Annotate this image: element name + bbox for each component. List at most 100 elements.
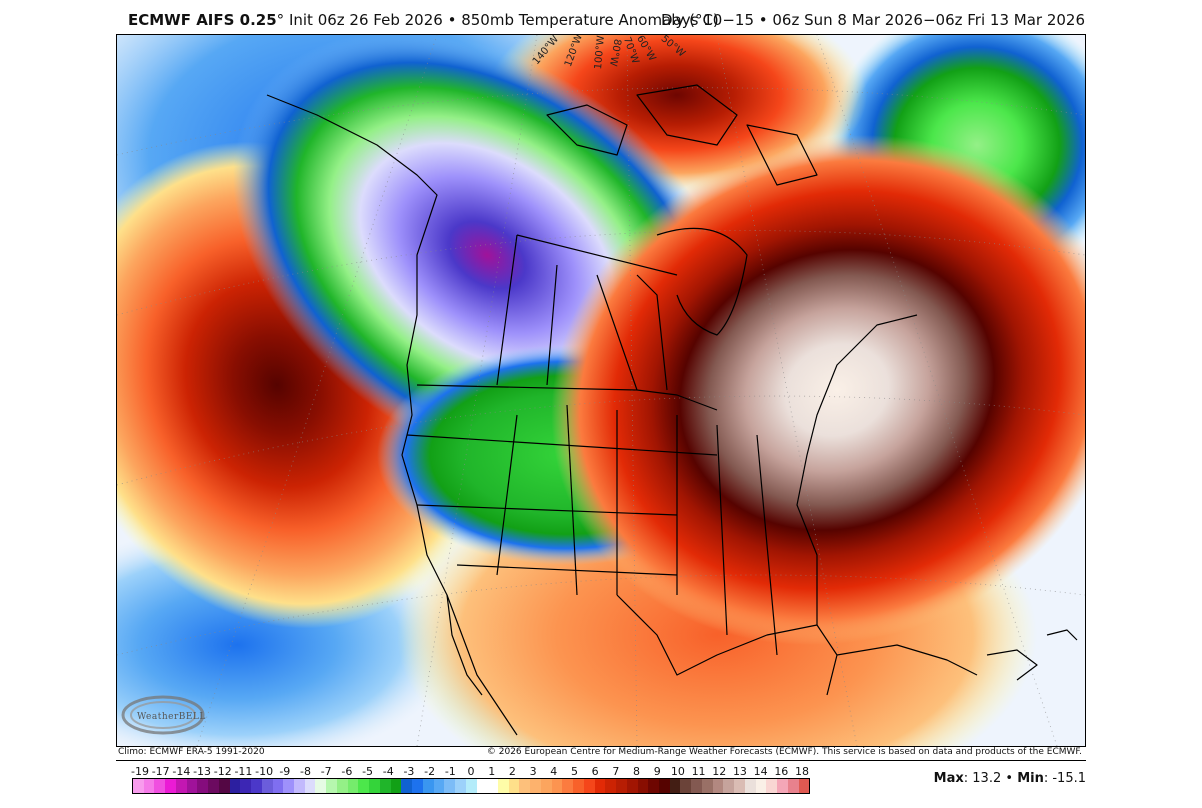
colorbar-swatch (583, 779, 595, 793)
colorbar-swatch (540, 779, 552, 793)
colorbar-swatch (465, 779, 477, 793)
model-name: ECMWF AIFS 0.25 (128, 11, 277, 29)
colorbar-swatch (229, 779, 241, 793)
colorbar-swatch (175, 779, 187, 793)
footer-divider (116, 760, 1086, 761)
colorbar-swatch (444, 779, 456, 793)
colorbar-swatch (637, 779, 649, 793)
colorbar-tick-label: -13 (193, 765, 212, 778)
colorbar-swatch (519, 779, 531, 793)
colorbar-labels: -19 -17 -14 -13 -12 -11 -10 -9 -8 -7 -6 -5 -4 -3 -2 -1 0… (131, 765, 810, 778)
colorbar-tick-label: 2 (508, 765, 516, 778)
colorbar-swatch (658, 779, 670, 793)
colorbar-swatch (508, 779, 520, 793)
colorbar-tick-label: -4 (382, 765, 394, 778)
colorbar-swatch (186, 779, 198, 793)
colorbar-swatch (283, 779, 295, 793)
colorbar-tick-label: 7 (612, 765, 620, 778)
colorbar-swatch (777, 779, 788, 793)
min-value: -15.1 (1052, 771, 1086, 786)
chart-title: ECMWF AIFS 0.25° Init 06z 26 Feb 2026 • … (128, 11, 719, 29)
colorbar-tick-label: -14 (172, 765, 191, 778)
watermark: WeatherBELL (123, 697, 205, 741)
product-name: 850mb Temperature Anomaly (°C) (461, 11, 719, 29)
colorbar-swatch (626, 779, 638, 793)
colorbar-swatch (261, 779, 273, 793)
colorbar-swatch (218, 779, 230, 793)
colorbar-swatch (530, 779, 541, 793)
colorbar-tick-label: -1 (444, 765, 456, 778)
degree-symbol: ° (276, 11, 285, 29)
colorbar-swatch (208, 779, 219, 793)
title-separator: • (447, 11, 457, 29)
colorbar-tick-label: 6 (591, 765, 599, 778)
colorbar-swatch (669, 779, 681, 793)
colorbar-tick-label: 9 (653, 765, 661, 778)
colorbar-swatch (562, 779, 574, 793)
colorbar-tick-label: 13 (732, 765, 747, 778)
colorbar-swatch (691, 779, 702, 793)
colorbar-swatch (455, 779, 466, 793)
weatherbell-logo-icon (121, 695, 205, 735)
max-value: 13.2 (972, 771, 1002, 786)
colorbar-tick-label: 16 (774, 765, 789, 778)
colorbar-swatch (358, 779, 370, 793)
colorbar-swatch (369, 779, 380, 793)
colorbar-swatch (165, 779, 176, 793)
colorbar-tick-label: -10 (255, 765, 274, 778)
colorbar-tick-label: -12 (213, 765, 232, 778)
colorbar (132, 778, 810, 794)
colorbar-swatch (497, 779, 509, 793)
colorbar-swatch (433, 779, 445, 793)
valid-period: Days 10−15 • 06z Sun 8 Mar 2026−06z Fri … (661, 11, 1085, 29)
colorbar-swatch (347, 779, 359, 793)
colorbar-swatch (712, 779, 724, 793)
colorbar-swatch (594, 779, 606, 793)
colorbar-tick-label: 8 (633, 765, 640, 778)
colorbar-tick-label: -5 (362, 765, 374, 778)
colorbar-swatch (422, 779, 434, 793)
colorbar-tick-label: 18 (795, 765, 809, 778)
colorbar-tick-label: 3 (529, 765, 537, 778)
colorbar-swatch (487, 779, 498, 793)
colorbar-swatch (336, 779, 348, 793)
anomaly-field (117, 35, 1085, 746)
colorbar-swatch (251, 779, 262, 793)
colorbar-tick-label: 1 (488, 765, 496, 778)
colorbar-swatch (240, 779, 252, 793)
colorbar-tick-label: -19 (131, 765, 149, 778)
colorbar-tick-label: -6 (341, 765, 353, 778)
colorbar-tick-label: -17 (151, 765, 170, 778)
colorbar-swatch (616, 779, 627, 793)
colorbar-swatch (798, 779, 810, 793)
colorbar-swatch (143, 779, 155, 793)
anomaly-map: 140°W 120°W 100°W 80°W 70°W 60°W 50°W We… (116, 34, 1086, 747)
colorbar-swatch (476, 779, 488, 793)
colorbar-swatch (648, 779, 659, 793)
colorbar-swatch (605, 779, 617, 793)
colorbar-swatch (401, 779, 413, 793)
colorbar-tick-label: 4 (550, 765, 558, 778)
colorbar-swatch (701, 779, 713, 793)
colorbar-tick-label: -2 (424, 765, 436, 778)
colorbar-swatch (734, 779, 745, 793)
colorbar-swatch (133, 779, 144, 793)
colorbar-swatch (787, 779, 799, 793)
colorbar-tick-label: 10 (670, 765, 685, 778)
colorbar-swatch (766, 779, 778, 793)
colorbar-swatch (379, 779, 391, 793)
colorbar-swatch (294, 779, 305, 793)
colorbar-tick-label: 14 (753, 765, 768, 778)
colorbar-swatch (197, 779, 209, 793)
colorbar-tick-label: -11 (234, 765, 253, 778)
colorbar-swatch (390, 779, 402, 793)
colorbar-tick-label: 0 (467, 765, 475, 778)
colorbar-tick-label: 11 (691, 765, 706, 778)
colorbar-swatch (744, 779, 756, 793)
colorbar-swatch (680, 779, 692, 793)
colorbar-swatch (304, 779, 316, 793)
colorbar-swatch (272, 779, 284, 793)
colorbar-swatch (326, 779, 337, 793)
colorbar-swatch (723, 779, 735, 793)
colorbar-tick-label: 5 (570, 765, 578, 778)
